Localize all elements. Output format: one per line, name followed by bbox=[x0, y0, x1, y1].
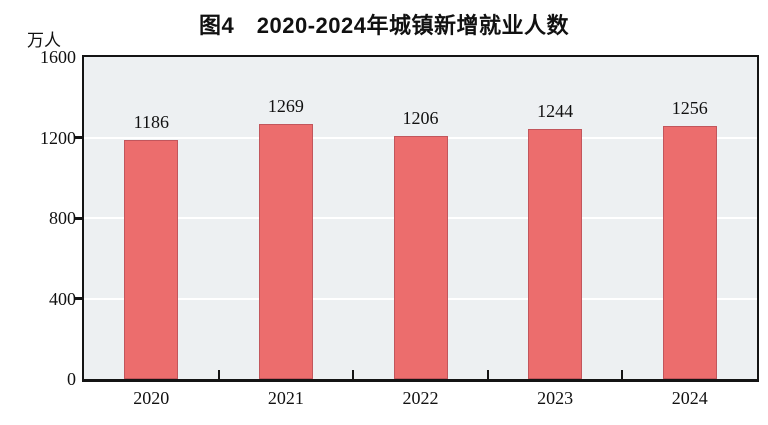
y-axis-tick-label: 400 bbox=[49, 288, 76, 309]
x-axis-tick-mark bbox=[621, 370, 624, 379]
plot-inner: 1186 1269 1206 1244 1256 bbox=[84, 57, 757, 379]
y-axis-tick-label: 1600 bbox=[40, 47, 76, 67]
bar-value-label-2022: 1206 bbox=[402, 108, 439, 129]
y-axis-tick-mark bbox=[75, 216, 83, 220]
y-axis-tick-label: 800 bbox=[49, 208, 76, 228]
y-axis-tick-label: 1200 bbox=[40, 127, 76, 148]
x-axis-tick-mark bbox=[352, 370, 355, 379]
y-axis-tick-mark bbox=[75, 297, 83, 300]
bar-value-label-2024: 1256 bbox=[671, 98, 708, 119]
y-axis-unit-label: 万人 bbox=[27, 31, 61, 50]
x-axis-tick-label-2021: 2021 bbox=[267, 388, 304, 408]
x-axis-tick-label-2023: 2023 bbox=[537, 388, 574, 408]
x-axis-tick-label-2024: 2024 bbox=[671, 388, 708, 408]
bar-2020 bbox=[124, 140, 179, 379]
bar-value-label-2021: 1269 bbox=[267, 95, 304, 116]
bar-2024 bbox=[662, 126, 717, 379]
bar-value-label-2023: 1244 bbox=[537, 100, 574, 121]
y-axis-tick-mark bbox=[75, 136, 83, 139]
x-axis-tick-mark bbox=[217, 370, 220, 379]
x-axis-tick-mark bbox=[486, 370, 489, 379]
chart-title: 图4 2020-2024年城镇新增就业人数 bbox=[199, 13, 569, 38]
bar-2023 bbox=[528, 128, 583, 379]
y-axis-tick-label: 0 bbox=[67, 369, 76, 389]
bar-value-label-2020: 1186 bbox=[133, 112, 169, 133]
x-axis-tick-label-2020: 2020 bbox=[133, 388, 170, 408]
plot-area: 1186 1269 1206 1244 1256 bbox=[82, 55, 759, 382]
bar-2021 bbox=[258, 123, 313, 379]
bar-2022 bbox=[393, 136, 448, 379]
x-axis-tick-label-2022: 2022 bbox=[402, 388, 439, 408]
